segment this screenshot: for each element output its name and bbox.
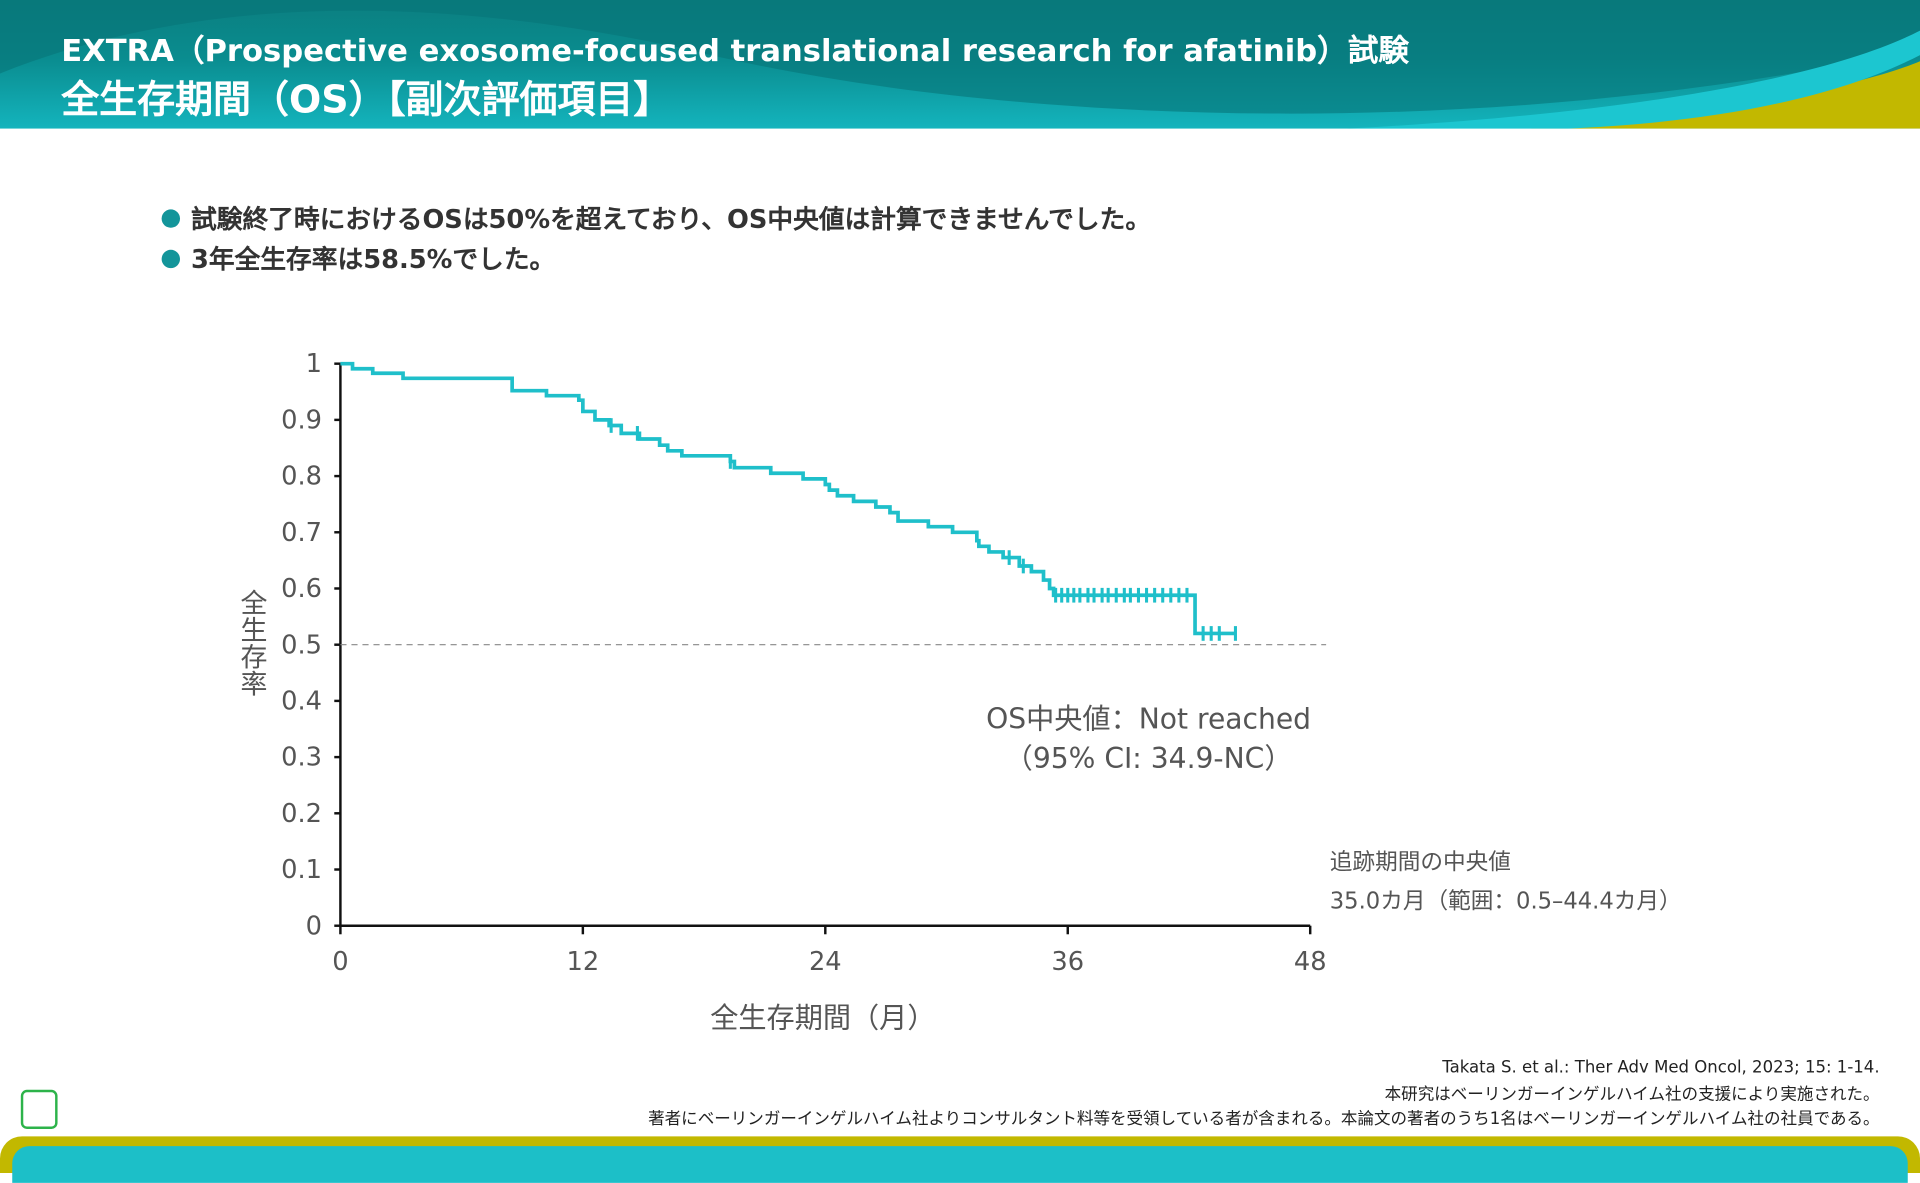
header-banner: EXTRA（Prospective exosome-focused transl…	[0, 0, 1920, 129]
x-tick-label: 0	[332, 947, 348, 977]
y-tick-label: 0.6	[281, 574, 322, 604]
y-tick-label: 0.2	[281, 799, 322, 829]
y-tick-label: 0.8	[281, 462, 322, 492]
median-os-annotation: OS中央値：Not reached	[986, 703, 1311, 736]
x-tick-label: 24	[809, 947, 842, 977]
pc-logo	[20, 1089, 58, 1129]
y-tick-label: 0	[306, 911, 322, 941]
y-tick-label: 0.1	[281, 855, 322, 885]
survival-curve	[340, 361, 1236, 636]
ci-annotation: （95% CI: 34.9-NC）	[1005, 742, 1293, 775]
y-tick-label: 1	[306, 349, 322, 379]
bullet-item: 試験終了時におけるOSは50%を超えており、OS中央値は計算できませんでした。	[161, 200, 1152, 237]
bullet-item: 3年全生存率は58.5%でした。	[161, 240, 556, 277]
x-axis-label: 全生存期間（月）	[710, 1001, 935, 1034]
footer-teal-bar	[12, 1146, 1908, 1183]
y-tick-label: 0.5	[281, 630, 322, 660]
footer-note-support: 本研究はベーリンガーインゲルハイム社の支援により実施された。	[1384, 1084, 1880, 1105]
y-tick-label: 0.3	[281, 743, 322, 773]
y-tick-label: 0.4	[281, 686, 322, 716]
footer-note-coi: 著者にベーリンガーインゲルハイム社よりコンサルタント料等を受領している者が含まれ…	[648, 1109, 1880, 1129]
y-axis-label: 全生存率	[236, 589, 267, 697]
citation: Takata S. et al.: Ther Adv Med Oncol, 20…	[1442, 1057, 1880, 1078]
x-tick-label: 36	[1051, 947, 1084, 977]
y-tick-label: 0.7	[281, 518, 322, 548]
followup-label: 追跡期間の中央値	[1330, 849, 1511, 875]
bullet-dot-icon	[161, 208, 181, 228]
bullet-text: 3年全生存率は58.5%でした。	[191, 244, 556, 275]
bullet-text: 試験終了時におけるOSは50%を超えており、OS中央値は計算できませんでした。	[191, 204, 1152, 234]
followup-value: 35.0カ月（範囲：0.5–44.4カ月）	[1330, 889, 1682, 915]
header-wave-decoration	[0, 0, 1920, 129]
y-tick-label: 0.9	[281, 405, 322, 435]
x-tick-label: 48	[1294, 947, 1327, 977]
x-tick-label: 12	[566, 947, 599, 977]
study-subtitle: EXTRA（Prospective exosome-focused transl…	[61, 33, 1410, 69]
bullet-dot-icon	[161, 249, 181, 268]
page-title: 全生存期間（OS）【副次評価項目】	[61, 78, 672, 123]
